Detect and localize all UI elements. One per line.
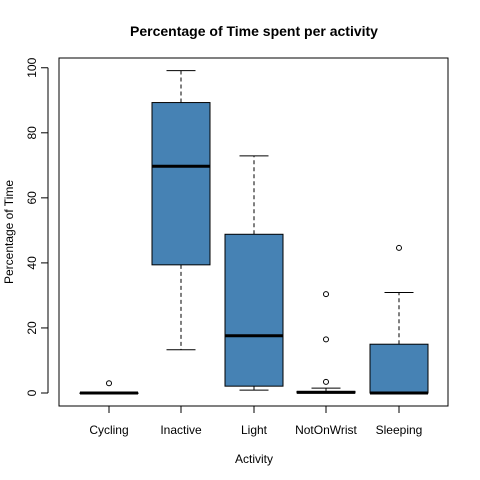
y-tick-label: 40	[25, 256, 39, 270]
x-axis-label: Activity	[235, 452, 273, 466]
x-axis: Cycling Inactive Light NotOnWrist Sleeping	[89, 405, 423, 437]
box	[369, 343, 429, 394]
box-group	[296, 291, 356, 394]
x-tick-label: Sleeping	[376, 423, 423, 437]
box-group	[369, 244, 429, 395]
outlier-point	[323, 291, 329, 298]
chart-marks	[79, 70, 429, 395]
y-tick-label: 20	[25, 321, 39, 335]
y-tick-label: 60	[25, 191, 39, 205]
outlier-point	[106, 380, 112, 387]
box-group	[151, 70, 211, 351]
y-axis: 0 20 40 60 80 100	[25, 57, 49, 396]
chart-title: Percentage of Time spent per activity	[130, 23, 378, 39]
outlier-point	[396, 244, 402, 251]
y-axis-label: Percentage of Time	[2, 180, 16, 284]
x-tick-label: NotOnWrist	[295, 423, 357, 437]
y-tick-label: 0	[25, 389, 39, 396]
box	[151, 102, 211, 266]
x-tick-label: Inactive	[160, 423, 202, 437]
box-group	[79, 380, 139, 395]
y-tick-label: 100	[25, 57, 39, 77]
outlier-point	[323, 336, 329, 343]
x-tick-label: Light	[241, 423, 268, 437]
x-tick-label: Cycling	[89, 423, 128, 437]
outlier-point	[323, 378, 329, 385]
box	[224, 233, 284, 387]
y-tick-label: 80	[25, 126, 39, 140]
box-group	[224, 155, 284, 391]
